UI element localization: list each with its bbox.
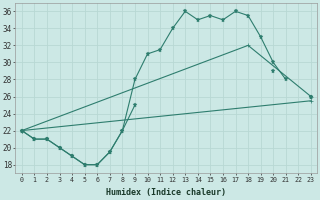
X-axis label: Humidex (Indice chaleur): Humidex (Indice chaleur) bbox=[106, 188, 226, 197]
